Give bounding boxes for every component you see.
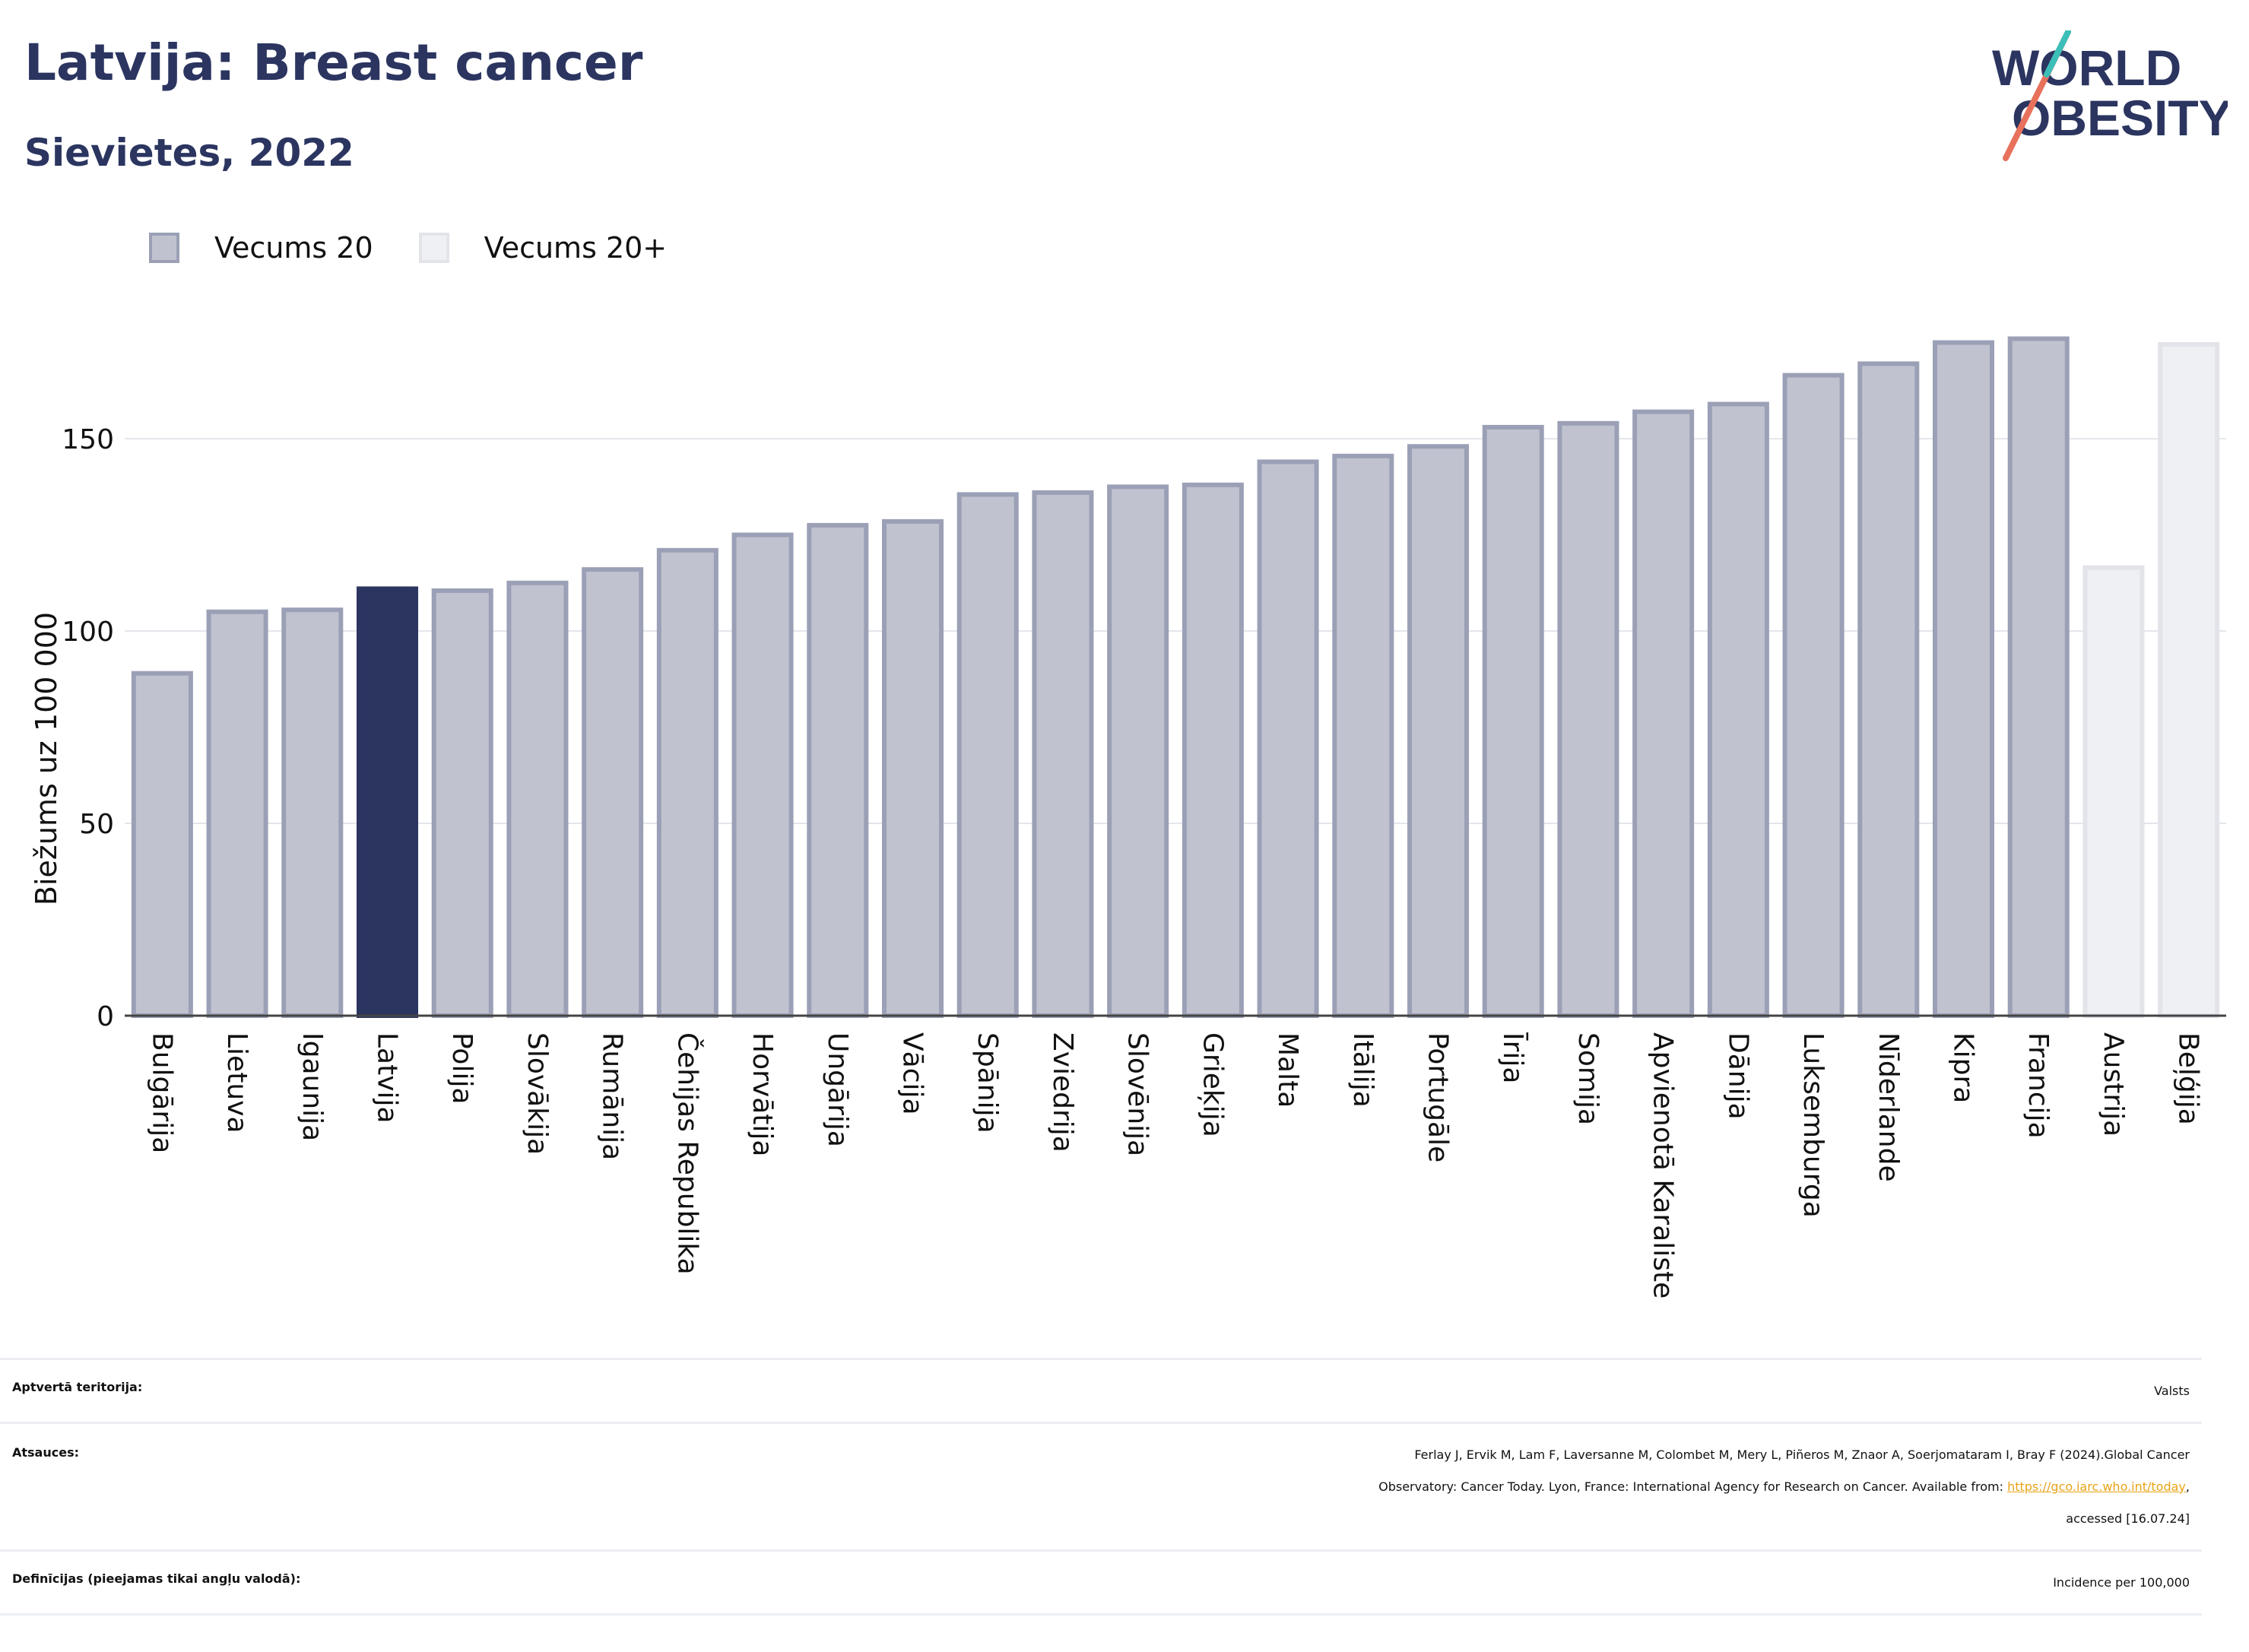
definitions-label: Definīcijas (pieejamas tikai angļu valod… [12,1571,301,1586]
x-tick-label: Beļģija [2173,1032,2204,1125]
x-tick-label: Kipra [1948,1032,1979,1103]
x-tick-label: Luksemburga [1797,1032,1829,1218]
x-tick-label: Dānija [1722,1032,1753,1120]
x-tick-label: Latvija [372,1032,403,1124]
meta-row-references: Atsauces: Ferlay J, Ervik M, Lam F, Lave… [0,1422,2202,1552]
bar [1932,340,1995,1018]
bar [281,607,344,1018]
y-tick-label: 0 [97,1001,114,1032]
bar [881,518,944,1018]
bar [1632,409,1695,1018]
logo-line1: WORLD [1992,40,2181,96]
references-label: Atsauces: [12,1445,79,1460]
x-tick-label: Francija [2022,1032,2054,1139]
legend-label-age20plus: Vecums 20+ [484,231,668,265]
meta-row-territory: Aptvertā teritorija: Valsts [0,1358,2202,1424]
bar [2158,342,2220,1018]
x-tick-label: Lietuva [221,1032,252,1134]
bar [131,671,193,1019]
meta-row-definitions: Definīcijas (pieejamas tikai angļu valod… [0,1549,2202,1616]
legend-swatch-age20plus [418,233,449,263]
territory-value: Valsts [2154,1384,2190,1398]
x-tick-label: Čehijas Republika [671,1032,703,1275]
bar [1032,490,1094,1018]
x-tick-label: Zviedrija [1047,1032,1078,1153]
logo-line2: OBESITY [2012,90,2228,146]
legend-item-age20plus[interactable]: Vecums 20+ [418,231,668,265]
x-tick-label: Austrija [2098,1032,2129,1137]
chart-legend: Vecums 20 Vecums 20+ [149,225,712,271]
bar [582,567,644,1018]
bar-chart: 0 50 100 150 Biežums uz 100 000 Bulgārija Liet… [30,336,2226,1298]
world-obesity-logo: WORLD OBESITY [1992,30,2228,161]
references-line1: Ferlay J, Ervik M, Lam F, Laversanne M, … [1414,1447,2190,1462]
x-tick-label: Nīderlande [1873,1032,1904,1182]
bar [656,547,718,1018]
x-tick-label: Polija [446,1032,477,1105]
references-value: Ferlay J, Ervik M, Lam F, Laversanne M, … [1378,1439,2190,1535]
x-tick-label: Spānija [972,1032,1003,1134]
references-line3: accessed [16.07.24] [2066,1511,2190,1526]
bar [1482,424,1544,1018]
bar [1332,453,1394,1018]
definitions-value: Incidence per 100,000 [2053,1575,2190,1590]
bar [956,492,1019,1018]
bar [506,580,569,1018]
bar [1182,482,1244,1018]
y-tick-label: 100 [62,617,114,648]
bar [206,609,268,1018]
x-tick-label: Bulgārija [146,1032,177,1153]
meta-divider-bottom [0,1613,2202,1616]
references-line2: Observatory: Cancer Today. Lyon, France:… [1378,1479,2190,1494]
x-tick-label: Slovākija [522,1032,553,1155]
bar [2007,336,2070,1018]
bar [2082,565,2145,1018]
page-title: Latvija: Breast cancer [24,33,643,92]
legend-label-age20: Vecums 20 [214,231,373,265]
legend-swatch-age20 [149,233,179,263]
bar [1782,373,1845,1019]
x-tick-label: Malta [1272,1032,1303,1108]
bar [1857,361,1920,1018]
x-tick-label: Vācija [897,1032,928,1115]
bar [431,588,493,1018]
x-tick-label: Apvienotā Karaliste [1648,1032,1679,1298]
x-tick-label: Īrija [1497,1032,1528,1083]
bar [1557,420,1619,1018]
x-tick-label: Somija [1572,1032,1603,1125]
x-tick-label: Horvātija [747,1032,778,1156]
page-subtitle: Sievietes, 2022 [24,131,354,175]
x-tick-label: Rumānija [597,1032,628,1160]
x-tick-label: Slovēnija [1122,1032,1153,1156]
y-axis-title: Biežums uz 100 000 [30,612,63,905]
references-link[interactable]: https://gco.iarc.who.int/today [2007,1479,2186,1494]
bar [807,522,869,1018]
territory-label: Aptvertā teritorija: [12,1380,143,1394]
x-tick-label: Ungārija [822,1032,853,1147]
bar [1107,484,1169,1018]
bar [1707,401,1769,1018]
bar [1257,459,1319,1018]
x-tick-label: Grieķija [1197,1032,1228,1137]
y-tick-label: 150 [62,424,114,455]
x-tick-label: Itālija [1347,1032,1378,1108]
x-tick-label: Igaunija [297,1032,328,1141]
x-tick-label: Portugāle [1423,1032,1454,1162]
y-tick-label: 50 [79,809,114,840]
bar [1407,444,1470,1018]
bar [356,586,419,1018]
legend-item-age20[interactable]: Vecums 20 [149,231,373,265]
bar [731,532,794,1018]
